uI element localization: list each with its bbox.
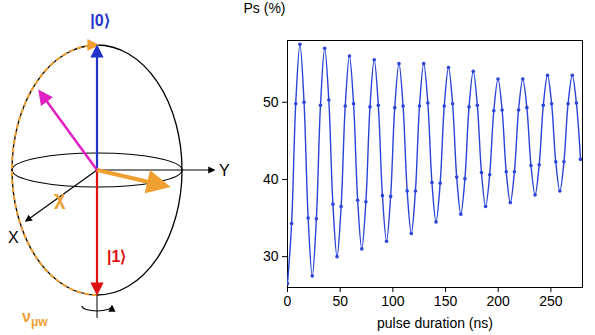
svg-text:νμw: νμw: [22, 308, 48, 329]
svg-text:150: 150: [434, 293, 458, 309]
svg-text:|0⟩: |0⟩: [90, 12, 109, 29]
svg-text:100: 100: [381, 293, 405, 309]
svg-text:250: 250: [539, 293, 563, 309]
svg-text:χ: χ: [54, 187, 66, 209]
svg-text:pulse duration (ns): pulse duration (ns): [377, 315, 493, 331]
svg-text:|1⟩: |1⟩: [107, 248, 126, 265]
svg-text:Ps (%): Ps (%): [244, 0, 286, 16]
svg-text:50: 50: [263, 94, 279, 110]
svg-text:30: 30: [263, 248, 279, 264]
svg-text:Y: Y: [219, 162, 230, 179]
svg-text:200: 200: [487, 293, 511, 309]
svg-text:X: X: [8, 229, 19, 246]
svg-text:50: 50: [332, 293, 348, 309]
svg-text:40: 40: [263, 171, 279, 187]
svg-text:0: 0: [284, 293, 292, 309]
